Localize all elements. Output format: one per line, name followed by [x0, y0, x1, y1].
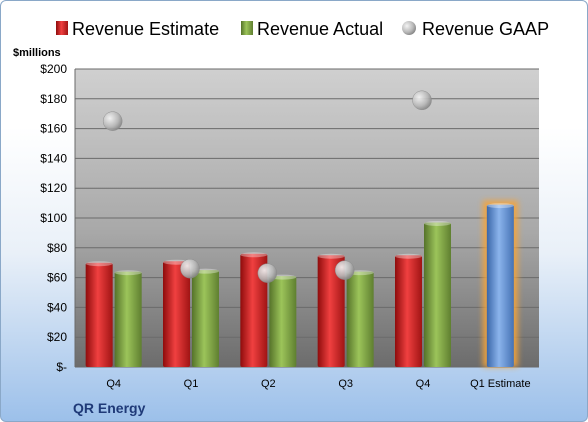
- company-name: QR Energy: [73, 400, 146, 416]
- x-tick-label: Q1 Estimate: [470, 378, 531, 390]
- bar-revenue-actual[interactable]: [424, 222, 451, 367]
- legend-swatch-revenue-actual: [241, 21, 253, 35]
- marker-revenue-gaap[interactable]: [412, 90, 432, 111]
- x-tick-label: Q4: [416, 378, 431, 390]
- bar-revenue-actual[interactable]: [269, 276, 297, 367]
- bar-revenue-forecast[interactable]: [486, 204, 514, 367]
- legend-swatch-revenue-estimate: [56, 21, 68, 35]
- y-axis-unit-label: $millions: [13, 47, 61, 59]
- x-tick-label: Q1: [184, 378, 199, 390]
- x-tick-label: Q3: [338, 378, 353, 390]
- legend-label-revenue-gaap: Revenue GAAP: [422, 19, 549, 39]
- marker-revenue-gaap[interactable]: [334, 260, 355, 280]
- bar-revenue-actual[interactable]: [192, 270, 219, 367]
- gridlines: [74, 68, 539, 368]
- marker-revenue-gaap[interactable]: [102, 111, 123, 131]
- bars: [85, 200, 518, 367]
- legend-label-revenue-actual: Revenue Actual: [257, 19, 383, 39]
- bar-revenue-actual[interactable]: [114, 271, 142, 367]
- marker-revenue-gaap[interactable]: [180, 258, 200, 279]
- y-tick-label: $40: [47, 300, 67, 314]
- bar-revenue-estimate[interactable]: [395, 255, 422, 367]
- x-tick-label: Q2: [261, 378, 276, 390]
- y-tick-label: $180: [40, 92, 67, 106]
- legend: Revenue Estimate Revenue Actual Revenue …: [56, 19, 549, 39]
- legend-swatch-revenue-gaap: [402, 21, 416, 35]
- y-tick-label: $20: [47, 330, 67, 344]
- y-tick-label: $160: [40, 122, 67, 136]
- legend-item-revenue-gaap[interactable]: Revenue GAAP: [402, 19, 549, 39]
- marker-revenue-gaap[interactable]: [257, 263, 278, 283]
- y-tick-label: $60: [47, 271, 67, 285]
- bar-revenue-estimate[interactable]: [317, 255, 345, 367]
- gaap-markers: [102, 90, 432, 283]
- y-tick-label: $200: [40, 62, 67, 76]
- y-tick-label: $80: [47, 241, 67, 255]
- bar-revenue-actual-top-highlight: [424, 220, 451, 226]
- y-tick-label: $120: [40, 181, 67, 195]
- bar-revenue-forecast-top-highlight: [486, 203, 514, 209]
- bar-revenue-estimate[interactable]: [240, 253, 268, 367]
- y-tick-label: $140: [40, 151, 67, 165]
- x-axis-labels: Q4 Q1 Q2 Q3 Q4 Q1 Estimate: [106, 378, 530, 390]
- bar-revenue-estimate[interactable]: [163, 261, 190, 367]
- bar-revenue-estimate-top-highlight: [317, 253, 345, 259]
- bar-revenue-estimate[interactable]: [85, 262, 113, 367]
- x-tick-label: Q4: [106, 378, 121, 390]
- y-tick-label: $100: [40, 211, 67, 225]
- bar-revenue-actual-top-highlight: [114, 270, 142, 276]
- y-tick-label: $-: [56, 360, 67, 374]
- bar-revenue-estimate-top-highlight: [240, 252, 268, 258]
- legend-item-revenue-actual[interactable]: Revenue Actual: [241, 19, 383, 39]
- y-axis-ticks: $- $20 $40 $60 $80 $100 $120 $140 $160 $180 $200: [40, 62, 67, 374]
- bar-revenue-estimate-top-highlight: [85, 261, 113, 267]
- legend-item-revenue-estimate[interactable]: Revenue Estimate: [56, 19, 219, 39]
- legend-label-revenue-estimate: Revenue Estimate: [72, 19, 219, 39]
- bar-revenue-actual[interactable]: [346, 271, 374, 367]
- bar-revenue-estimate-top-highlight: [395, 253, 422, 259]
